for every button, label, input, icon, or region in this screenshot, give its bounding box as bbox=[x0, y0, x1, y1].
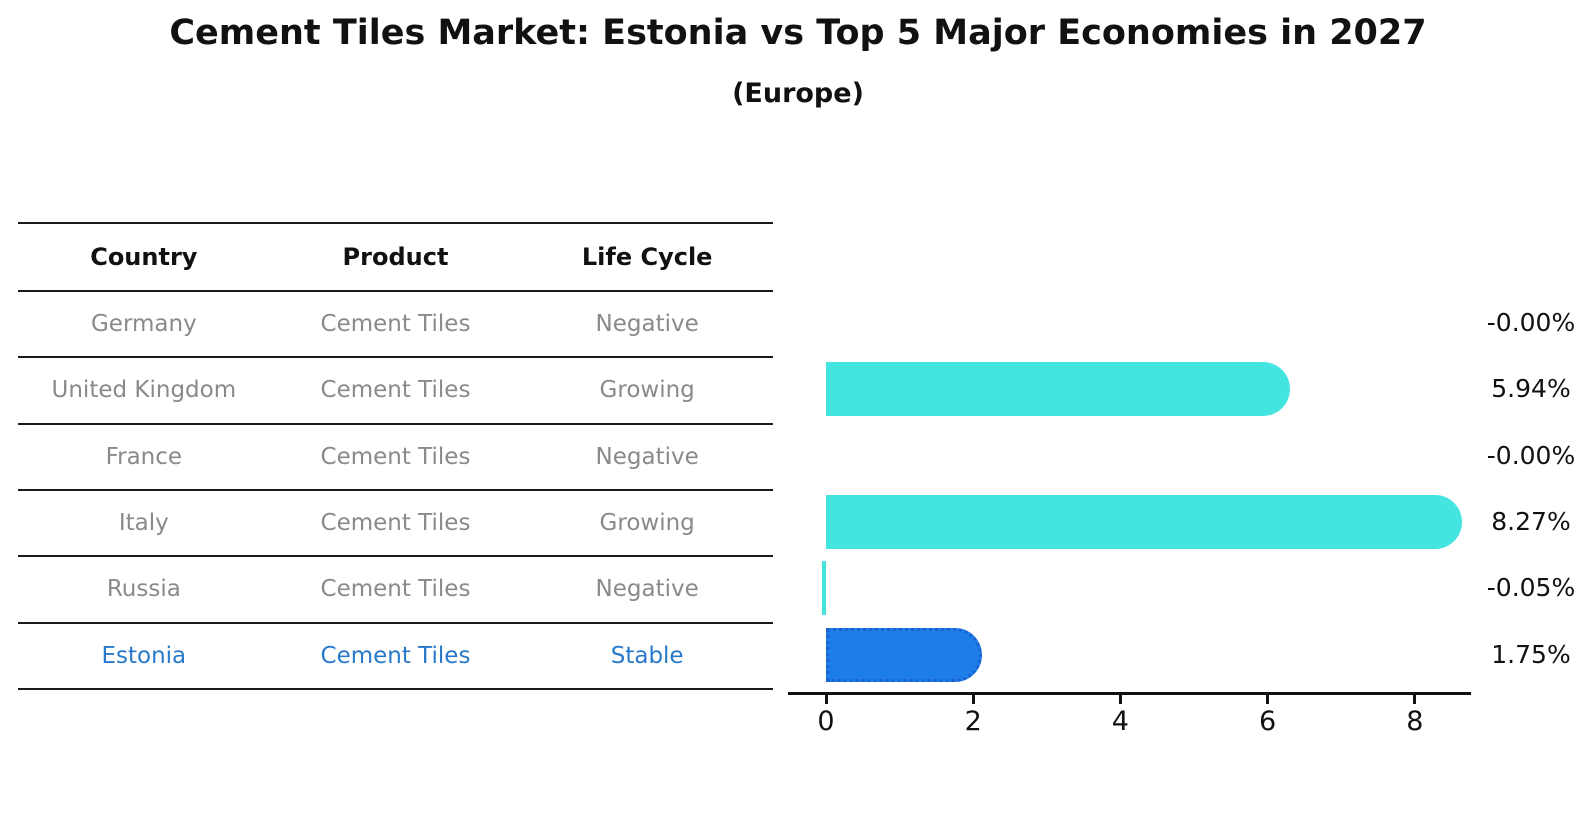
x-axis-tick bbox=[971, 695, 975, 704]
x-axis-tick-label: 6 bbox=[1259, 706, 1277, 737]
bar-united-kingdom bbox=[826, 362, 1291, 417]
table-row-italy: Italy Cement Tiles Growing bbox=[18, 491, 773, 558]
cell-life-cycle: Stable bbox=[610, 642, 684, 669]
chart-title: Cement Tiles Market: Estonia vs Top 5 Ma… bbox=[169, 13, 1427, 53]
cell-product: Cement Tiles bbox=[320, 576, 471, 603]
cell-life-cycle: Growing bbox=[599, 377, 695, 404]
chart-subtitle: (Europe) bbox=[732, 78, 864, 109]
bar-estonia bbox=[826, 627, 982, 682]
table-row-france: France Cement Tiles Negative bbox=[18, 425, 773, 491]
table-row-germany: Germany Cement Tiles Negative bbox=[18, 292, 773, 359]
value-label-germany: -0.00% bbox=[1486, 308, 1576, 338]
cell-country: Russia bbox=[106, 576, 181, 603]
cell-country: Germany bbox=[90, 311, 197, 338]
cell-life-cycle: Growing bbox=[599, 510, 695, 537]
x-axis-tick-label: 0 bbox=[817, 706, 835, 737]
x-axis-tick bbox=[1118, 695, 1122, 704]
cell-life-cycle: Negative bbox=[595, 311, 699, 338]
bar-italy bbox=[826, 495, 1462, 550]
cell-product: Cement Tiles bbox=[320, 443, 471, 470]
x-axis-line bbox=[788, 692, 1471, 695]
cell-product: Cement Tiles bbox=[320, 311, 471, 338]
column-header-country: Country bbox=[90, 243, 198, 271]
country-table: Country Product Life Cycle Germany Cemen… bbox=[18, 222, 773, 690]
table-header-row: Country Product Life Cycle bbox=[18, 224, 773, 292]
column-header-life-cycle: Life Cycle bbox=[581, 243, 713, 271]
table-row-russia: Russia Cement Tiles Negative bbox=[18, 557, 773, 624]
value-label-united-kingdom: 5.94% bbox=[1491, 374, 1571, 404]
cell-product: Cement Tiles bbox=[320, 510, 471, 537]
table-row-united-kingdom: United Kingdom Cement Tiles Growing bbox=[18, 358, 773, 425]
cell-product: Cement Tiles bbox=[320, 642, 471, 669]
cell-product: Cement Tiles bbox=[320, 377, 471, 404]
column-header-product: Product bbox=[342, 243, 449, 271]
cell-life-cycle: Negative bbox=[595, 576, 699, 603]
cell-country: Estonia bbox=[101, 642, 187, 669]
x-axis-tick bbox=[1413, 695, 1417, 704]
bar-russia bbox=[822, 561, 826, 616]
cell-country: Italy bbox=[118, 510, 169, 537]
value-label-russia: -0.05% bbox=[1486, 573, 1576, 603]
value-label-estonia: 1.75% bbox=[1491, 639, 1571, 669]
table-row-estonia: Estonia Cement Tiles Stable bbox=[18, 624, 773, 690]
x-axis-tick bbox=[1266, 695, 1270, 704]
x-axis-tick-label: 2 bbox=[964, 706, 982, 737]
cell-life-cycle: Negative bbox=[595, 443, 699, 470]
x-axis-tick-label: 8 bbox=[1406, 706, 1424, 737]
x-axis-tick-label: 4 bbox=[1111, 706, 1129, 737]
cell-country: France bbox=[105, 443, 183, 470]
x-axis-tick bbox=[824, 695, 828, 704]
cell-country: United Kingdom bbox=[51, 377, 237, 404]
value-label-france: -0.00% bbox=[1486, 440, 1576, 470]
value-label-italy: 8.27% bbox=[1491, 507, 1571, 537]
